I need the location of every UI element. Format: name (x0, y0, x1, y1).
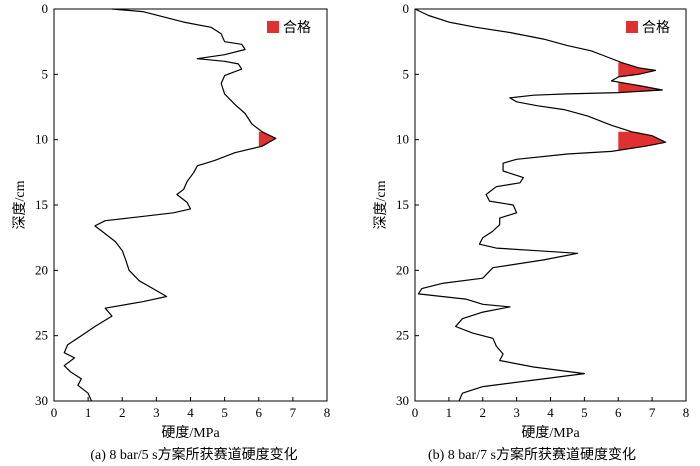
chart-panel-b: 0 1 2 3 4 5 6 7 8 0 5 10 15 20 25 30 硬度/MPa 深度/cm 合格 (373, 1, 689, 441)
chart-panel-a: 0 1 2 3 4 5 6 7 8 0 5 10 15 20 25 30 硬度/MPa 深度/cm 合格 (12, 1, 330, 441)
y-tick-label: 20 (396, 262, 409, 277)
x-tick-label: 0 (51, 405, 58, 420)
hardness-line (414, 8, 667, 402)
x-tick-label: 5 (581, 405, 588, 420)
x-tick-label: 8 (324, 405, 331, 420)
x-tick-label: 2 (480, 405, 487, 420)
x-axis-label: 硬度/MPa (161, 425, 220, 441)
x-tick-label: 8 (683, 405, 690, 420)
legend-swatch (267, 21, 279, 33)
x-axis-label: 硬度/MPa (521, 425, 580, 441)
x-tick-label: 2 (119, 405, 126, 420)
y-tick-label: 20 (35, 262, 48, 277)
legend-label: 合格 (642, 20, 670, 36)
x-tick-label: 7 (290, 405, 297, 420)
x-tick-label: 6 (615, 405, 622, 420)
legend-label: 合格 (283, 20, 311, 36)
y-tick-label: 30 (396, 393, 409, 408)
qualified-region-0 (618, 62, 656, 77)
plot-frame (53, 8, 328, 402)
x-tick-label: 6 (256, 405, 263, 420)
y-axis-label: 深度/cm (373, 180, 389, 229)
y-tick-label: 25 (35, 328, 48, 343)
y-tick-label: 30 (35, 393, 48, 408)
y-tick-label: 0 (42, 1, 49, 16)
x-tick-label: 1 (85, 405, 92, 420)
y-tick-label: 15 (396, 197, 409, 212)
qualified-region-0 (258, 131, 276, 147)
y-tick-label: 25 (396, 328, 409, 343)
x-tick-label: 1 (446, 405, 453, 420)
y-tick-label: 5 (403, 66, 410, 81)
x-tick-label: 3 (153, 405, 160, 420)
y-tick-label: 5 (42, 66, 49, 81)
y-tick-label: 10 (396, 132, 409, 147)
y-axis-label: 深度/cm (12, 180, 28, 229)
qualified-region-2 (618, 131, 665, 152)
y-tick-label: 10 (35, 132, 48, 147)
caption-b: (b) 8 bar/7 s方案所获赛道硬度变化 (427, 448, 637, 463)
plot-frame (414, 8, 687, 402)
hardness-line (63, 8, 277, 402)
y-tick-label: 0 (403, 1, 410, 16)
x-tick-label: 4 (187, 405, 194, 420)
x-tick-label: 0 (412, 405, 419, 420)
caption-a: (a) 8 bar/5 s方案所获赛道硬度变化 (90, 448, 298, 463)
x-tick-label: 4 (547, 405, 554, 420)
x-tick-label: 3 (513, 405, 520, 420)
qualified-region-1 (618, 80, 661, 93)
legend-swatch (626, 21, 638, 33)
x-tick-label: 5 (221, 405, 228, 420)
y-tick-label: 15 (35, 197, 48, 212)
x-tick-label: 7 (649, 405, 656, 420)
